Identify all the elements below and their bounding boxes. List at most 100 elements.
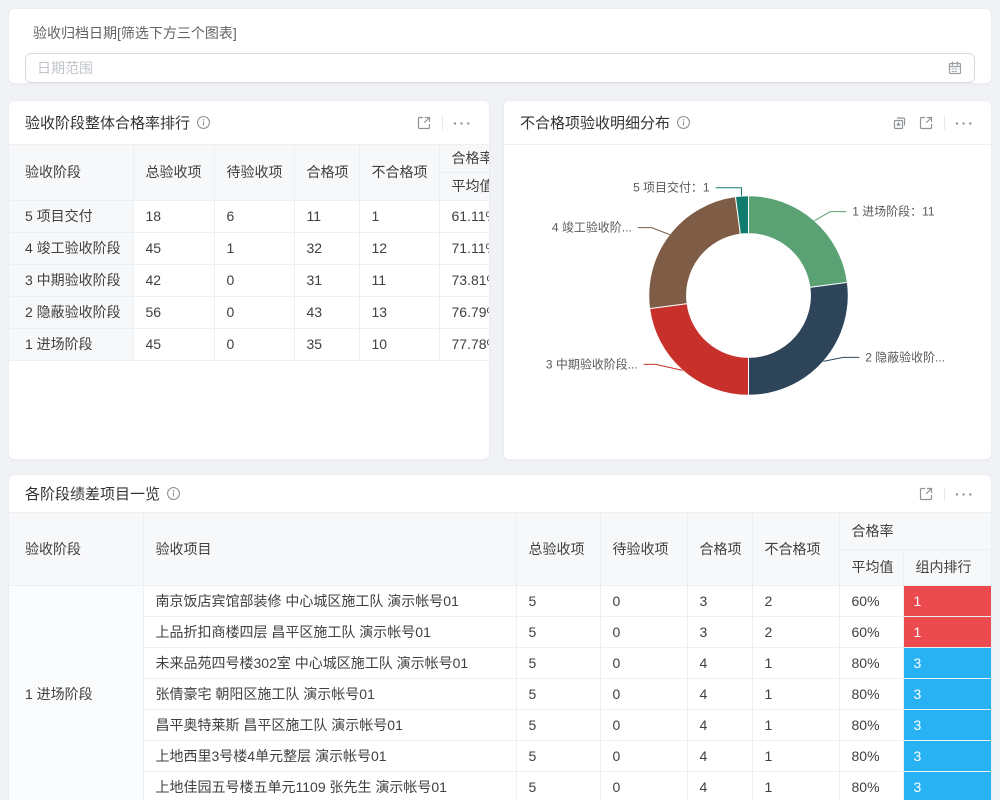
rank-badge: 3 (903, 647, 992, 679)
date-range-placeholder: 日期范围 (37, 60, 93, 76)
cell-stage: 4 竣工验收阶段 (9, 232, 134, 265)
cell-fail: 13 (359, 296, 440, 329)
cell-total: 42 (133, 264, 215, 297)
col-header-total: 总验收项 (133, 145, 215, 201)
rank-badge: 1 (903, 585, 992, 617)
donut-slice-5 项目交付[interactable] (734, 195, 749, 235)
cell-pass: 32 (294, 232, 360, 265)
more-menu-icon[interactable]: ··· (453, 114, 473, 131)
worst-projects-header: 各阶段绩差项目一览 ··· (9, 475, 991, 513)
cell-pass: 3 (687, 585, 753, 617)
col-header-average: 平均值 (839, 549, 904, 586)
col-header-pending: 待验收项 (600, 513, 688, 586)
cell-stage: 3 中期验收阶段 (9, 264, 134, 297)
project-table-row: 昌平奥特莱斯 昌平区施工队 演示帐号01 5 0 4 1 80% 3 (9, 709, 992, 741)
cell-fail: 1 (752, 709, 840, 741)
project-table-row: 张倩豪宅 朝阳区施工队 演示帐号01 5 0 4 1 80% 3 (9, 678, 992, 710)
more-menu-icon[interactable]: ··· (955, 485, 975, 502)
worst-projects-card: 各阶段绩差项目一览 ··· 验收阶段 (8, 474, 992, 800)
donut-slice-2 隐蔽验收阶段[interactable] (747, 281, 849, 396)
rank-badge: 3 (903, 740, 992, 772)
rank-badge: 3 (903, 709, 992, 741)
worst-projects-table: 验收阶段 验收项目 总验收项 待验收项 合格项 不合格项 合格率 平均值 组内排… (9, 513, 992, 800)
project-table-row: 上品折扣商楼四层 昌平区施工队 演示帐号01 5 0 3 2 60% 1 (9, 616, 992, 648)
card-title: 不合格项验收明细分布 (520, 115, 671, 132)
cell-average: 61.11% (439, 200, 489, 233)
cell-total: 5 (516, 709, 601, 741)
cell-fail: 12 (359, 232, 440, 265)
save-image-icon[interactable] (892, 115, 908, 131)
donut-slice-1 进场阶段[interactable] (747, 195, 848, 288)
export-icon[interactable] (918, 486, 934, 502)
col-header-average: 平均值 (439, 172, 489, 201)
cell-project: 张倩豪宅 朝阳区施工队 演示帐号01 (143, 678, 517, 710)
cell-pass: 31 (294, 264, 360, 297)
cell-pending: 0 (600, 771, 688, 800)
donut-leader-line (715, 187, 743, 196)
fail-distribution-card: 不合格项验收明细分布 (503, 100, 992, 460)
export-icon[interactable] (416, 115, 432, 131)
date-range-input[interactable]: 日期范围 (25, 53, 975, 83)
cell-total: 56 (133, 296, 215, 329)
cell-average: 80% (839, 771, 904, 800)
cell-project: 南京饭店宾馆部装修 中心城区施工队 演示帐号01 (143, 585, 517, 617)
more-menu-icon[interactable]: ··· (955, 114, 975, 131)
donut-slice-label: 1 进场阶段：11 (852, 204, 935, 219)
cell-pending: 1 (214, 232, 295, 265)
cell-stage-group: 1 进场阶段 (9, 585, 144, 800)
col-header-rank: 组内排行 (903, 549, 992, 586)
col-header-stage: 验收阶段 (9, 513, 144, 586)
pass-rate-ranking-header: 验收阶段整体合格率排行 ··· (9, 101, 489, 145)
cell-fail: 1 (752, 647, 840, 679)
info-icon[interactable] (196, 115, 211, 130)
middle-charts-row: 验收阶段整体合格率排行 ··· (8, 100, 992, 460)
cell-total: 5 (516, 771, 601, 800)
cell-pass: 4 (687, 709, 753, 741)
donut-slice-4 竣工验收阶段[interactable] (648, 196, 741, 310)
cell-fail: 1 (752, 740, 840, 772)
cell-average: 80% (839, 647, 904, 679)
divider (944, 115, 945, 130)
fail-distribution-donut-chart[interactable]: 1 进场阶段：11 2 隐蔽验收阶... 3 中期验收阶段... 4 竣工验收阶...… (504, 145, 991, 458)
cell-project: 昌平奥特莱斯 昌平区施工队 演示帐号01 (143, 709, 517, 741)
cell-total: 45 (133, 232, 215, 265)
col-header-project: 验收项目 (143, 513, 517, 586)
cell-stage: 2 隐蔽验收阶段 (9, 296, 134, 329)
pass-rate-ranking-card: 验收阶段整体合格率排行 ··· (8, 100, 490, 460)
project-table-row: 1 进场阶段 南京饭店宾馆部装修 中心城区施工队 演示帐号01 5 0 3 2 60% 1 (9, 585, 992, 800)
cell-pending: 0 (214, 264, 295, 297)
cell-average: 60% (839, 616, 904, 648)
donut-slice-label: 4 竣工验收阶... (552, 220, 632, 235)
info-icon[interactable] (676, 115, 691, 130)
cell-project: 未来品苑四号楼302室 中心城区施工队 演示帐号01 (143, 647, 517, 679)
cell-average: 80% (839, 709, 904, 741)
col-header-total: 总验收项 (516, 513, 601, 586)
cell-stage: 5 项目交付 (9, 200, 134, 233)
cell-pass: 4 (687, 771, 753, 800)
project-table-row: 上地佳园五号楼五单元1109 张先生 演示帐号01 5 0 4 1 80% 3 (9, 771, 992, 800)
cell-total: 5 (516, 585, 601, 617)
cell-total: 5 (516, 740, 601, 772)
cell-fail: 2 (752, 616, 840, 648)
cell-project: 上地佳园五号楼五单元1109 张先生 演示帐号01 (143, 771, 517, 800)
calendar-icon (948, 61, 962, 75)
donut-slice-3 中期验收阶段[interactable] (649, 303, 749, 396)
donut-slice-label: 5 项目交付：1 (633, 180, 710, 195)
cell-pending: 0 (600, 585, 688, 617)
export-icon[interactable] (918, 115, 934, 131)
cell-stage: 1 进场阶段 (9, 328, 134, 361)
cell-total: 5 (516, 678, 601, 710)
cell-total: 5 (516, 647, 601, 679)
rank-badge: 3 (903, 678, 992, 710)
cell-pass: 3 (687, 616, 753, 648)
cell-pass: 11 (294, 200, 360, 233)
cell-pending: 0 (600, 616, 688, 648)
project-table-row: 上地西里3号楼4单元整层 演示帐号01 5 0 4 1 80% 3 (9, 740, 992, 772)
info-icon[interactable] (166, 486, 181, 501)
cell-total: 45 (133, 328, 215, 361)
cell-average: 80% (839, 678, 904, 710)
